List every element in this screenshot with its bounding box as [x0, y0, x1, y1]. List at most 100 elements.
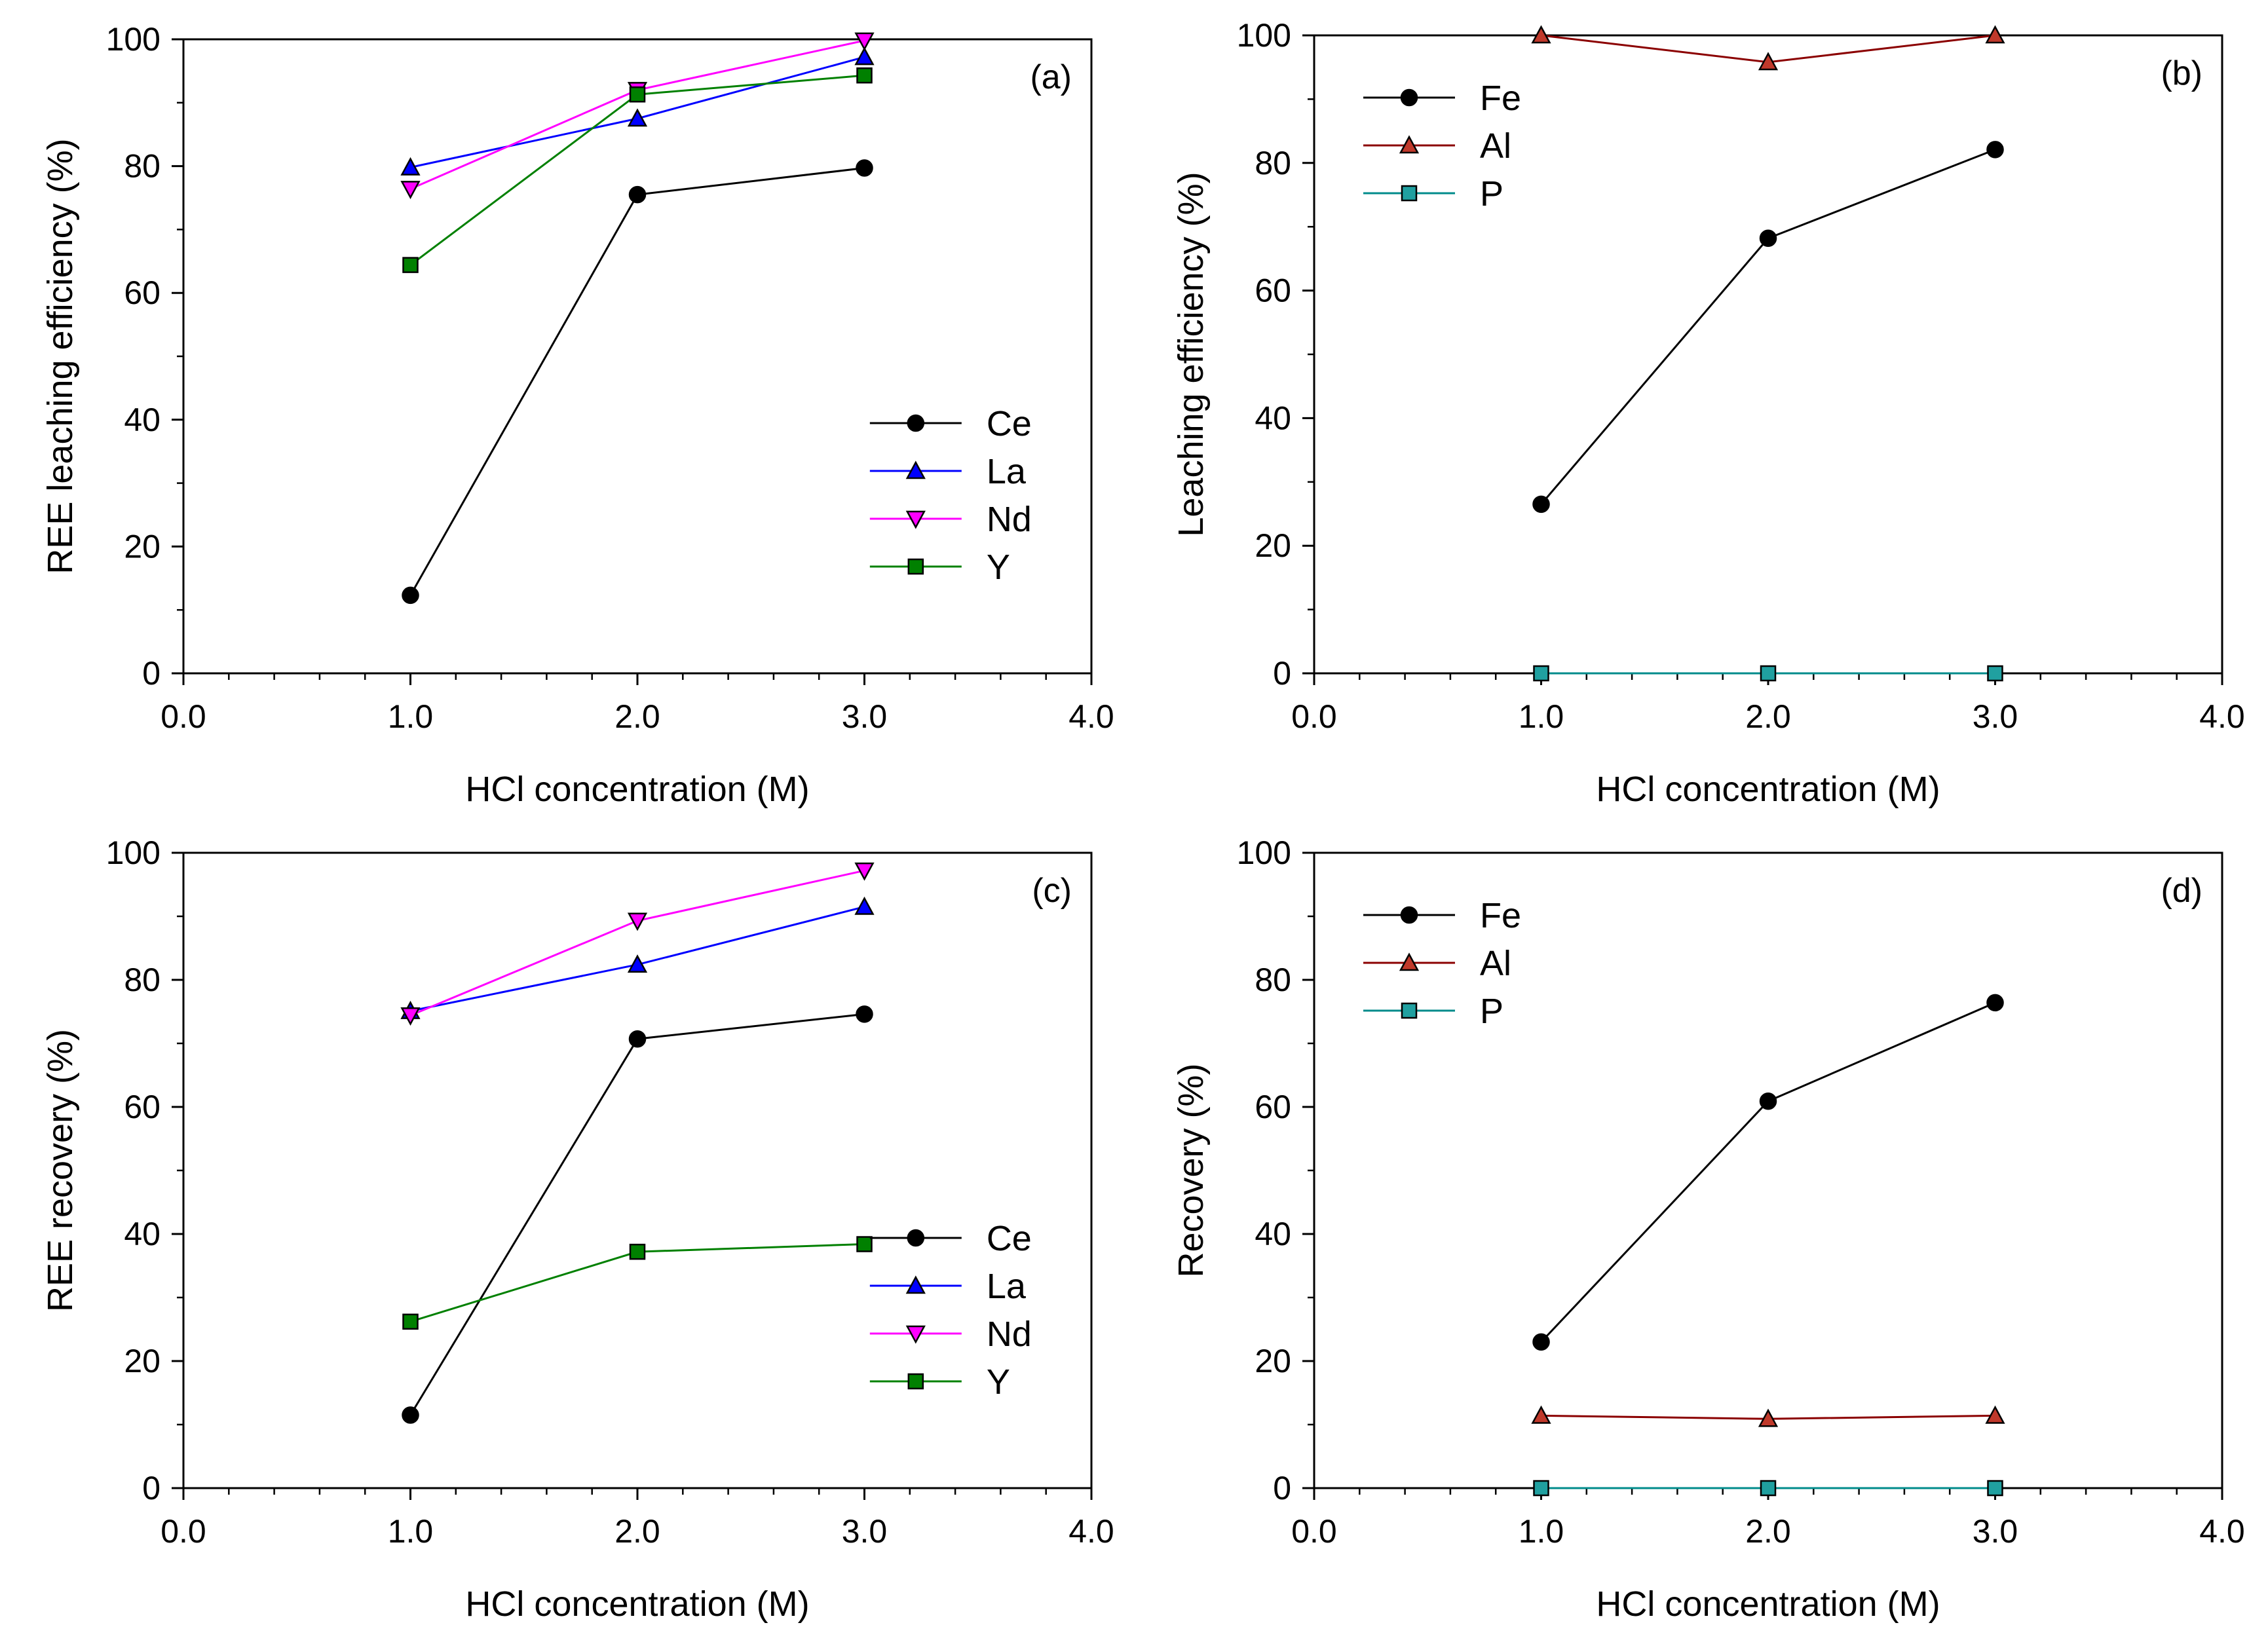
- legend-label: Ce: [987, 404, 1032, 443]
- x-tick-label: 3.0: [1973, 698, 2018, 735]
- y-tick-label: 60: [124, 274, 161, 311]
- data-point-fe: [1759, 229, 1777, 247]
- legend-marker-p: [1401, 1002, 1418, 1019]
- data-point-p: [1987, 1480, 2003, 1497]
- series-ce: [402, 1005, 873, 1424]
- legend: Ce La Nd Y: [869, 404, 1032, 587]
- y-tick-label: 20: [1255, 527, 1291, 564]
- data-point-y: [629, 1243, 646, 1260]
- data-point-al: [1985, 1405, 2005, 1424]
- legend-label: Ce: [987, 1219, 1032, 1258]
- panel-label: (a): [1030, 58, 1072, 96]
- x-tick-label: 3.0: [1973, 1513, 2018, 1550]
- legend-item-nd: Nd: [869, 1315, 1032, 1354]
- x-tick-label: 4.0: [1068, 698, 1114, 735]
- data-point-y: [856, 67, 873, 84]
- data-point-y: [856, 1236, 873, 1252]
- legend-marker-ce: [907, 1229, 925, 1247]
- x-tick-label: 4.0: [2199, 1513, 2245, 1550]
- legend-item-p: P: [1363, 992, 1503, 1031]
- data-point-y: [402, 257, 419, 273]
- legend-label: Y: [987, 548, 1010, 587]
- legend-label: La: [987, 1267, 1027, 1306]
- data-point-la: [854, 896, 875, 915]
- legend-item-y: Y: [869, 548, 1010, 587]
- legend-label: Nd: [987, 500, 1032, 539]
- data-point-la: [627, 954, 648, 973]
- data-point-p: [1760, 665, 1777, 682]
- y-axis-title: Recovery (%): [1171, 1063, 1211, 1277]
- data-point-p: [1533, 1480, 1549, 1497]
- x-tick-label: 4.0: [1068, 1513, 1114, 1550]
- legend-label: Fe: [1480, 79, 1521, 118]
- y-tick-label: 20: [124, 528, 161, 565]
- data-point-y: [402, 1313, 419, 1330]
- legend-label: P: [1480, 992, 1503, 1031]
- legend-item-al: Al: [1363, 944, 1511, 983]
- legend-item-fe: Fe: [1363, 79, 1521, 118]
- y-tick-label: 100: [1237, 17, 1291, 54]
- legend-label: La: [987, 452, 1027, 491]
- data-point-la: [400, 157, 421, 176]
- series-la: [400, 47, 875, 176]
- data-point-nd: [627, 912, 648, 931]
- data-point-al: [1531, 1405, 1551, 1424]
- y-tick-label: 40: [124, 1216, 161, 1252]
- y-tick-label: 80: [124, 148, 161, 185]
- data-point-ce: [628, 185, 647, 204]
- data-point-ce: [856, 159, 873, 177]
- legend-marker-ce: [907, 414, 925, 432]
- legend-item-fe: Fe: [1363, 896, 1521, 935]
- series-al: [1531, 25, 2005, 71]
- legend-marker-al: [1399, 135, 1420, 154]
- legend-marker-y: [907, 1373, 924, 1390]
- x-axis-title: HCl concentration (M): [465, 770, 809, 809]
- chart-c: 0.0 1.0 2.0 3.0 4.0 0 20 40 60 80 100 HCl concentra…: [41, 834, 1114, 1624]
- data-point-la: [627, 108, 648, 127]
- legend-label: Fe: [1480, 896, 1521, 935]
- legend: Fe Al P: [1363, 896, 1521, 1031]
- legend-marker-al: [1399, 952, 1420, 971]
- series-fe: [1532, 994, 2004, 1351]
- data-point-ce: [402, 1406, 419, 1424]
- data-point-al: [1531, 25, 1551, 44]
- x-tick-label: 0.0: [161, 1513, 206, 1550]
- x-tick-label: 2.0: [1745, 698, 1791, 735]
- panels: 0.0 1.0 2.0 3.0 4.0 0 20 40 60 80 100 HCl concentra…: [41, 17, 2245, 1624]
- legend-label: Nd: [987, 1315, 1032, 1354]
- data-point-ce: [856, 1005, 873, 1023]
- x-tick-label: 1.0: [388, 698, 434, 735]
- y-axis-title: REE recovery (%): [41, 1029, 80, 1312]
- panel-label: (b): [2161, 54, 2202, 92]
- data-point-fe: [1532, 1333, 1550, 1351]
- y-tick-label: 40: [124, 402, 161, 438]
- series-fe: [1532, 141, 2004, 514]
- data-point-al: [1985, 25, 2005, 44]
- legend-marker-nd: [905, 1325, 926, 1344]
- legend-marker-la: [905, 1275, 926, 1294]
- chart-a: 0.0 1.0 2.0 3.0 4.0 0 20 40 60 80 100 HCl concentra…: [41, 21, 1114, 809]
- y-tick-label: 40: [1255, 1216, 1291, 1252]
- legend-marker-fe: [1400, 906, 1418, 924]
- legend-marker-y: [907, 558, 924, 575]
- legend-item-ce: Ce: [869, 404, 1032, 443]
- x-tick-label: 2.0: [1745, 1513, 1791, 1550]
- series-y: [402, 1236, 873, 1330]
- legend-label: Al: [1480, 944, 1511, 983]
- y-tick-label: 40: [1255, 400, 1291, 436]
- series-p: [1533, 665, 2003, 682]
- data-point-ce: [402, 586, 419, 605]
- x-tick-label: 1.0: [1519, 698, 1564, 735]
- series-ce: [402, 159, 873, 605]
- x-axis-title: HCl concentration (M): [465, 1584, 809, 1624]
- x-tick-label: 4.0: [2199, 698, 2245, 735]
- legend-item-p: P: [1363, 174, 1503, 214]
- y-tick-label: 20: [124, 1343, 161, 1379]
- x-axis-title: HCl concentration (M): [1596, 1584, 1940, 1624]
- legend: Ce La Nd Y: [869, 1219, 1032, 1402]
- series-y: [402, 67, 873, 273]
- x-tick-label: 1.0: [1519, 1513, 1564, 1550]
- y-tick-label: 0: [1273, 1470, 1291, 1506]
- y-tick-label: 0: [1273, 655, 1291, 692]
